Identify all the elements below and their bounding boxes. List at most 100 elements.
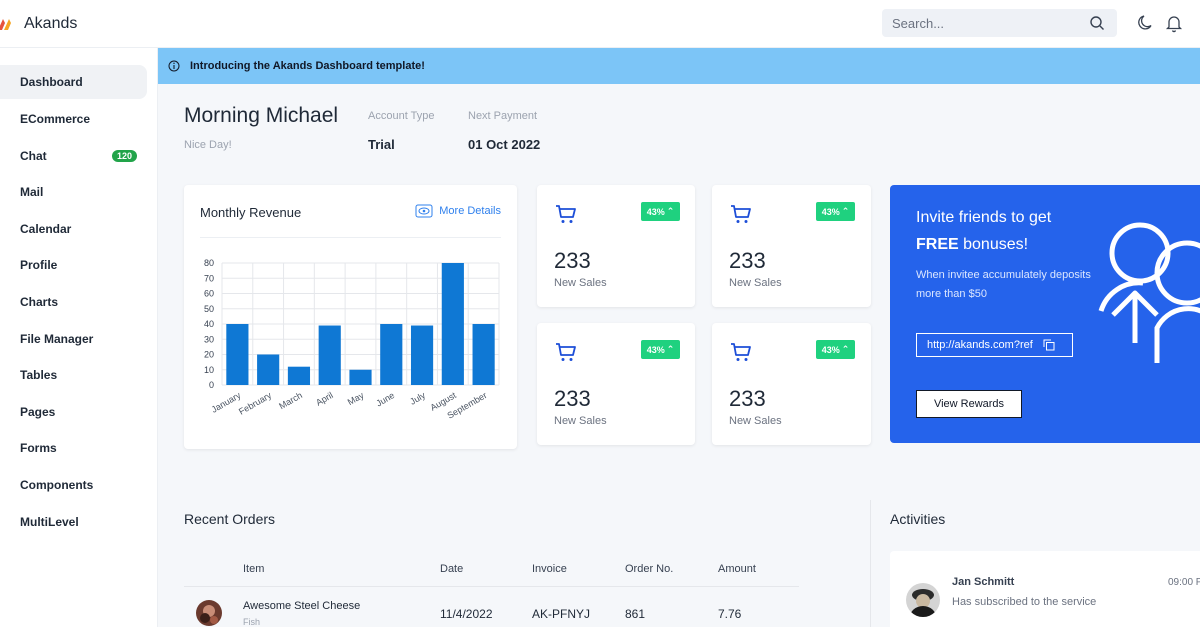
sidebar-item-forms[interactable]: Forms	[0, 431, 147, 465]
change-value: 43%	[821, 206, 840, 217]
y-tick-label: 10	[204, 365, 214, 375]
sidebar-item-components[interactable]: Components	[0, 468, 147, 502]
activity-card: Jan Schmitt Has subscribed to the servic…	[890, 551, 1200, 627]
change-value: 43%	[646, 206, 665, 217]
stat-value: 233	[729, 248, 766, 273]
x-tick-label: April	[314, 390, 335, 408]
sidebar-item-pages[interactable]: Pages	[0, 395, 147, 429]
sidebar-item-dashboard[interactable]: Dashboard	[0, 65, 147, 99]
top-bar: Akands	[0, 0, 1200, 48]
x-tick-label: June	[374, 390, 396, 408]
user-avatar-image	[906, 583, 940, 617]
invite-heading: Invite friends to get	[916, 209, 1052, 226]
bar	[441, 263, 464, 385]
stat-label: New Sales	[729, 277, 782, 289]
invite-heading-rest: bonuses!	[958, 236, 1029, 253]
column-header-amount: Amount	[718, 563, 756, 575]
shopping-cart-icon	[556, 205, 576, 223]
sidebar-item-label: Charts	[20, 295, 59, 309]
more-details-link[interactable]: More Details	[415, 204, 501, 218]
search-icon[interactable]	[1089, 15, 1105, 31]
activity-text: Has subscribed to the service	[952, 596, 1097, 608]
sidebar-item-calendar[interactable]: Calendar	[0, 212, 147, 246]
sidebar-item-mail[interactable]: Mail	[0, 175, 147, 209]
invite-friends-card: Invite friends to get FREE bonuses! When…	[890, 185, 1200, 443]
y-tick-label: 60	[204, 289, 214, 299]
sidebar-item-file-manager[interactable]: File Manager	[0, 322, 147, 356]
stat-card: 43% ⌃ 233 New Sales	[712, 185, 871, 307]
referral-link-box[interactable]: http://akands.com?ref	[916, 333, 1073, 357]
stat-card: 43% ⌃ 233 New Sales	[537, 185, 695, 307]
change-badge: 43% ⌃	[816, 340, 855, 359]
sidebar-item-label: Tables	[20, 368, 58, 382]
sidebar-item-label: Chat	[20, 149, 47, 163]
activities-title: Activities	[890, 511, 946, 527]
users-illustration-icon	[1098, 222, 1200, 363]
x-tick-label: March	[277, 390, 304, 411]
order-number: 861	[625, 607, 646, 621]
info-icon	[168, 60, 180, 72]
bar	[318, 325, 341, 385]
stat-label: New Sales	[729, 415, 782, 427]
sidebar-item-tables[interactable]: Tables	[0, 358, 147, 392]
change-badge: 43% ⌃	[816, 202, 855, 221]
shopping-cart-icon	[731, 343, 751, 361]
announcement-banner: Introducing the Akands Dashboard templat…	[158, 48, 1200, 84]
change-value: 43%	[646, 344, 665, 355]
eye-icon	[415, 204, 433, 218]
search-input[interactable]	[892, 15, 1077, 31]
y-tick-label: 20	[204, 350, 214, 360]
sidebar: Dashboard ECommerce Chat 120 Mail Calenda…	[0, 48, 158, 627]
y-tick-label: 70	[204, 273, 214, 283]
column-header-item: Item	[243, 563, 265, 575]
invite-heading-2: FREE bonuses!	[916, 236, 1028, 254]
product-image	[196, 600, 222, 626]
sidebar-item-label: Forms	[20, 441, 57, 455]
shopping-cart-icon	[556, 343, 576, 361]
avatar	[906, 583, 940, 617]
sidebar-item-ecommerce[interactable]: ECommerce	[0, 102, 147, 136]
sidebar-item-label: File Manager	[20, 332, 94, 346]
revenue-title: Monthly Revenue	[200, 205, 302, 220]
chevron-up-icon: ⌃	[841, 344, 850, 354]
column-header-order-no: Order No.	[625, 563, 674, 575]
sidebar-item-profile[interactable]: Profile	[0, 248, 147, 282]
view-rewards-button[interactable]: View Rewards	[916, 390, 1022, 418]
x-tick-label: February	[237, 390, 274, 417]
more-details-label: More Details	[439, 205, 501, 217]
column-header-date: Date	[440, 563, 464, 575]
change-value: 43%	[821, 344, 840, 355]
bar	[472, 324, 495, 385]
copy-icon[interactable]	[1043, 339, 1055, 351]
x-tick-label: July	[408, 390, 427, 407]
order-item-name: Awesome Steel Cheese	[243, 600, 361, 612]
sidebar-item-label: Pages	[20, 405, 56, 419]
stat-label: New Sales	[554, 415, 607, 427]
sidebar-item-charts[interactable]: Charts	[0, 285, 147, 319]
sidebar-item-multilevel[interactable]: MultiLevel	[0, 505, 147, 539]
referral-link: http://akands.com?ref	[927, 339, 1033, 351]
activity-user-name: Jan Schmitt	[952, 576, 1015, 588]
bar	[410, 325, 434, 385]
sidebar-item-chat[interactable]: Chat 120	[0, 139, 147, 173]
bar	[226, 324, 249, 385]
order-invoice: AK-PFNYJ	[532, 607, 591, 621]
app-logo[interactable]: Akands	[0, 14, 77, 34]
y-tick-label: 0	[209, 380, 214, 390]
page-subtitle: Nice Day!	[184, 139, 232, 151]
product-thumbnail	[196, 600, 222, 626]
bar	[257, 354, 280, 385]
dark-mode-icon[interactable]	[1136, 13, 1156, 33]
sidebar-item-label: MultiLevel	[20, 515, 79, 529]
activity-time: 09:00 PM	[1168, 577, 1200, 588]
card-divider	[200, 237, 501, 238]
chevron-up-icon: ⌃	[841, 206, 850, 216]
table-header-divider	[184, 586, 799, 587]
notification-bell-icon[interactable]	[1164, 13, 1184, 33]
search-box[interactable]	[882, 9, 1117, 37]
logo-icon	[0, 19, 11, 30]
stat-label: New Sales	[554, 277, 607, 289]
sidebar-item-label: Calendar	[20, 222, 72, 236]
sidebar-item-label: Mail	[20, 185, 44, 199]
